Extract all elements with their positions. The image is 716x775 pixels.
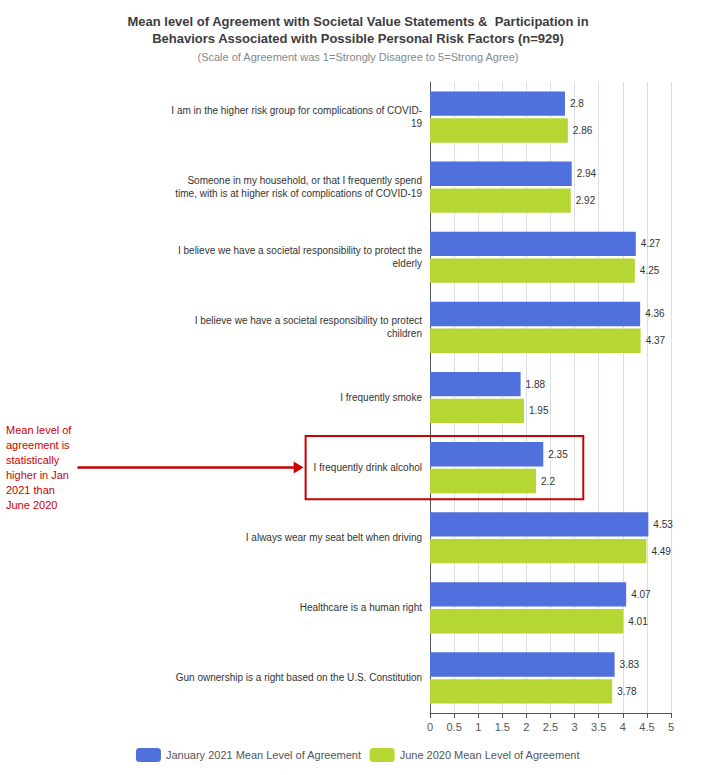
svg-text:I believe we have a societal r: I believe we have a societal responsibil… [178,245,422,256]
svg-text:statistically: statistically [6,454,60,466]
svg-text:children: children [387,328,422,339]
svg-text:1.5: 1.5 [495,721,510,733]
svg-text:2.2: 2.2 [541,476,555,487]
svg-text:3.5: 3.5 [591,721,606,733]
svg-text:Mean level of Agreement with S: Mean level of Agreement with Societal Va… [127,14,588,29]
svg-text:2.5: 2.5 [543,721,558,733]
svg-text:June 2020: June 2020 [6,499,57,511]
svg-text:I always wear my seat belt whe: I always wear my seat belt when driving [246,532,422,543]
svg-text:1: 1 [475,721,481,733]
svg-text:(Scale of Agreement was 1=Stro: (Scale of Agreement was 1=Strongly Disag… [197,51,518,63]
svg-text:2.94: 2.94 [577,168,597,179]
svg-text:Gun ownership is a right based: Gun ownership is a right based on the U.… [176,672,422,683]
svg-text:5: 5 [668,721,674,733]
svg-text:3: 3 [572,721,578,733]
svg-text:I believe we have a societal r: I believe we have a societal responsibil… [195,315,423,326]
svg-text:4: 4 [620,721,626,733]
svg-text:January 2021 Mean Level of Agr: January 2021 Mean Level of Agreement [166,749,361,761]
svg-text:2021 than: 2021 than [6,484,55,496]
svg-text:1.88: 1.88 [526,379,546,390]
svg-text:Behaviors Associated with Poss: Behaviors Associated with Possible Perso… [152,31,564,46]
svg-text:Mean level of: Mean level of [6,424,72,436]
svg-text:Healthcare is a human right: Healthcare is a human right [300,602,423,613]
svg-text:4.37: 4.37 [646,335,666,346]
svg-text:4.07: 4.07 [631,589,651,600]
svg-text:0.5: 0.5 [446,721,461,733]
svg-text:2.35: 2.35 [548,449,568,460]
svg-text:3.78: 3.78 [617,686,637,697]
svg-text:4.01: 4.01 [628,616,648,627]
svg-text:agreement is: agreement is [6,439,70,451]
svg-text:Someone in my household, or th: Someone in my household, or that I frequ… [187,175,422,186]
svg-text:4.27: 4.27 [641,238,661,249]
svg-text:I am in the higher risk group: I am in the higher risk group for compli… [171,105,422,116]
svg-text:2.8: 2.8 [570,98,584,109]
svg-text:3.83: 3.83 [620,659,640,670]
svg-text:June 2020 Mean Level of Agreem: June 2020 Mean Level of Agreement [400,749,580,761]
svg-text:4.25: 4.25 [640,265,660,276]
svg-text:0: 0 [427,721,433,733]
svg-text:19: 19 [411,118,423,129]
svg-text:4.49: 4.49 [651,546,671,557]
svg-text:4.53: 4.53 [653,519,673,530]
svg-text:2.92: 2.92 [576,195,596,206]
svg-text:time, with is at higher risk o: time, with is at higher risk of complica… [175,188,422,199]
svg-text:2.86: 2.86 [573,125,593,136]
svg-text:1.95: 1.95 [529,405,549,416]
svg-text:I frequently drink alcohol: I frequently drink alcohol [314,462,422,473]
svg-text:2: 2 [523,721,529,733]
svg-text:4.5: 4.5 [639,721,654,733]
svg-text:4.36: 4.36 [645,308,665,319]
svg-text:elderly: elderly [393,258,422,269]
svg-text:higher in Jan: higher in Jan [6,469,69,481]
svg-text:I frequently smoke: I frequently smoke [340,392,422,403]
